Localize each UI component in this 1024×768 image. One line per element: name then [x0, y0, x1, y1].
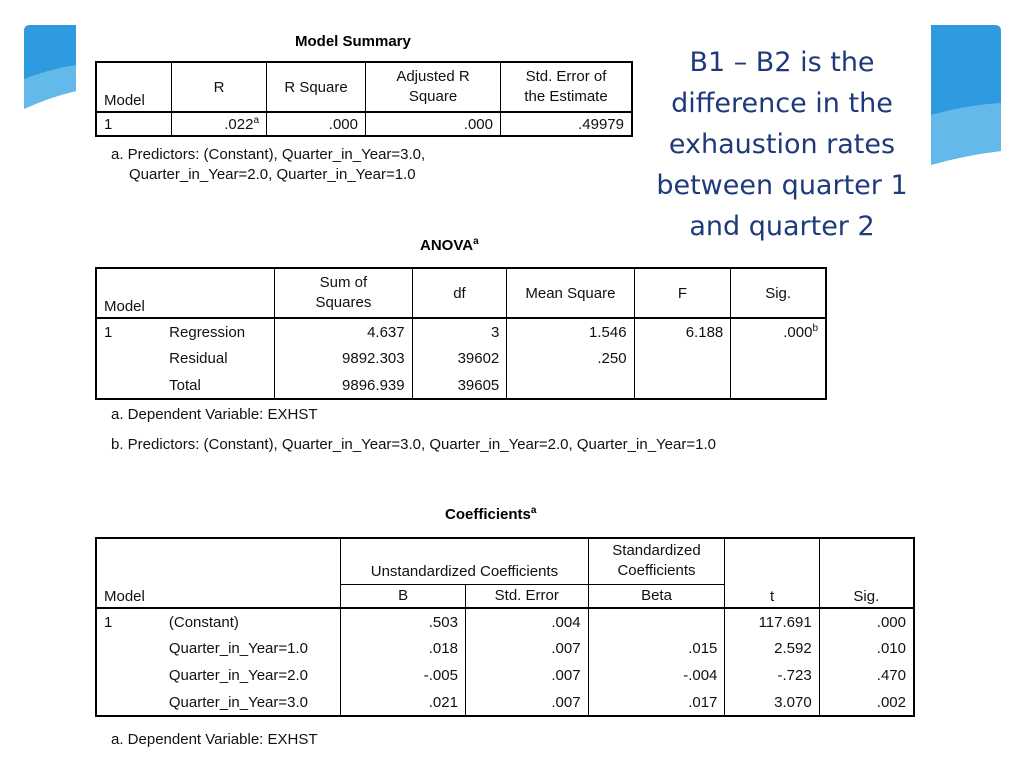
model-summary-table: Model R R Square Adjusted R Square Std. …: [95, 61, 633, 137]
cell-r: .022a: [171, 112, 267, 136]
cell-r-square: .000: [266, 112, 366, 136]
cell-model: 1: [95, 608, 162, 635]
anova-table: Model Sum of Squares df Mean Square F Sig…: [95, 267, 827, 400]
table-row: Total 9896.939 39605: [95, 372, 827, 399]
header-f: F: [633, 268, 732, 319]
callout-text: B1 – B2 is the difference in the exhaust…: [644, 42, 920, 247]
table-row: 1 Regression 4.637 3 1.546 6.188 .000b: [95, 318, 827, 345]
coefficients-title: Coefficientsa: [445, 505, 537, 523]
anova-footnote-b: b. Predictors: (Constant), Quarter_in_Ye…: [111, 436, 716, 453]
callout-line-3: exhaustion rates: [668, 129, 896, 160]
coefficients-table: Model Unstandardized Coefficients Standa…: [95, 537, 915, 717]
header-r: R: [171, 62, 267, 113]
header-df: df: [411, 268, 508, 319]
table-row: 1 .022a .000 .000 .49979: [95, 112, 633, 136]
cell-std-error: .49979: [500, 112, 633, 136]
coefficients-footnote: a. Dependent Variable: EXHST: [111, 731, 318, 748]
callout-line-5: and quarter 2: [689, 211, 875, 242]
right-corner-decoration: [931, 25, 1001, 165]
header-sum-of-squares: Sum of Squares: [274, 268, 413, 319]
header-r-square: R Square: [266, 62, 366, 113]
anova-title: ANOVAa: [420, 236, 479, 254]
model-summary-footnote: a. Predictors: (Constant), Quarter_in_Ye…: [111, 146, 426, 183]
header-model: Model: [95, 62, 172, 113]
header-sig: Sig.: [730, 268, 827, 319]
cell-model: 1: [95, 318, 163, 345]
table-row: Residual 9892.303 39602 .250: [95, 345, 827, 372]
model-summary-title: Model Summary: [295, 33, 411, 50]
anova-footnote-a: a. Dependent Variable: EXHST: [111, 406, 318, 423]
header-std-error: Std. Error of the Estimate: [500, 62, 633, 113]
header-model: Model: [95, 268, 276, 319]
header-model: Model: [95, 538, 342, 609]
cell-model: 1: [95, 112, 172, 136]
header-adjusted-r-square: Adjusted R Square: [365, 62, 501, 113]
callout-line-4: between quarter 1: [656, 170, 908, 201]
header-t: t: [724, 538, 820, 609]
table-row: Quarter_in_Year=3.0 .021 .007 .017 3.070…: [95, 689, 915, 716]
table-row: 1 (Constant) .503 .004 117.691 .000: [95, 608, 915, 635]
table-row: Quarter_in_Year=2.0 -.005 .007 -.004 -.7…: [95, 662, 915, 689]
header-unstandardized: Unstandardized Coefficients: [340, 538, 589, 584]
cell-adjusted-r-square: .000: [365, 112, 501, 136]
header-sig: Sig.: [818, 538, 915, 609]
header-mean-square: Mean Square: [506, 268, 635, 319]
header-b: B: [340, 583, 466, 609]
header-beta: Beta: [587, 583, 726, 609]
callout-line-2: difference in the: [671, 88, 893, 119]
header-standardized: Standardized Coefficients: [587, 538, 726, 584]
callout-line-1: B1 – B2 is the: [689, 47, 875, 78]
table-row: Quarter_in_Year=1.0 .018 .007 .015 2.592…: [95, 635, 915, 662]
left-corner-decoration: [24, 25, 76, 109]
header-std-error: Std. Error: [464, 583, 589, 609]
